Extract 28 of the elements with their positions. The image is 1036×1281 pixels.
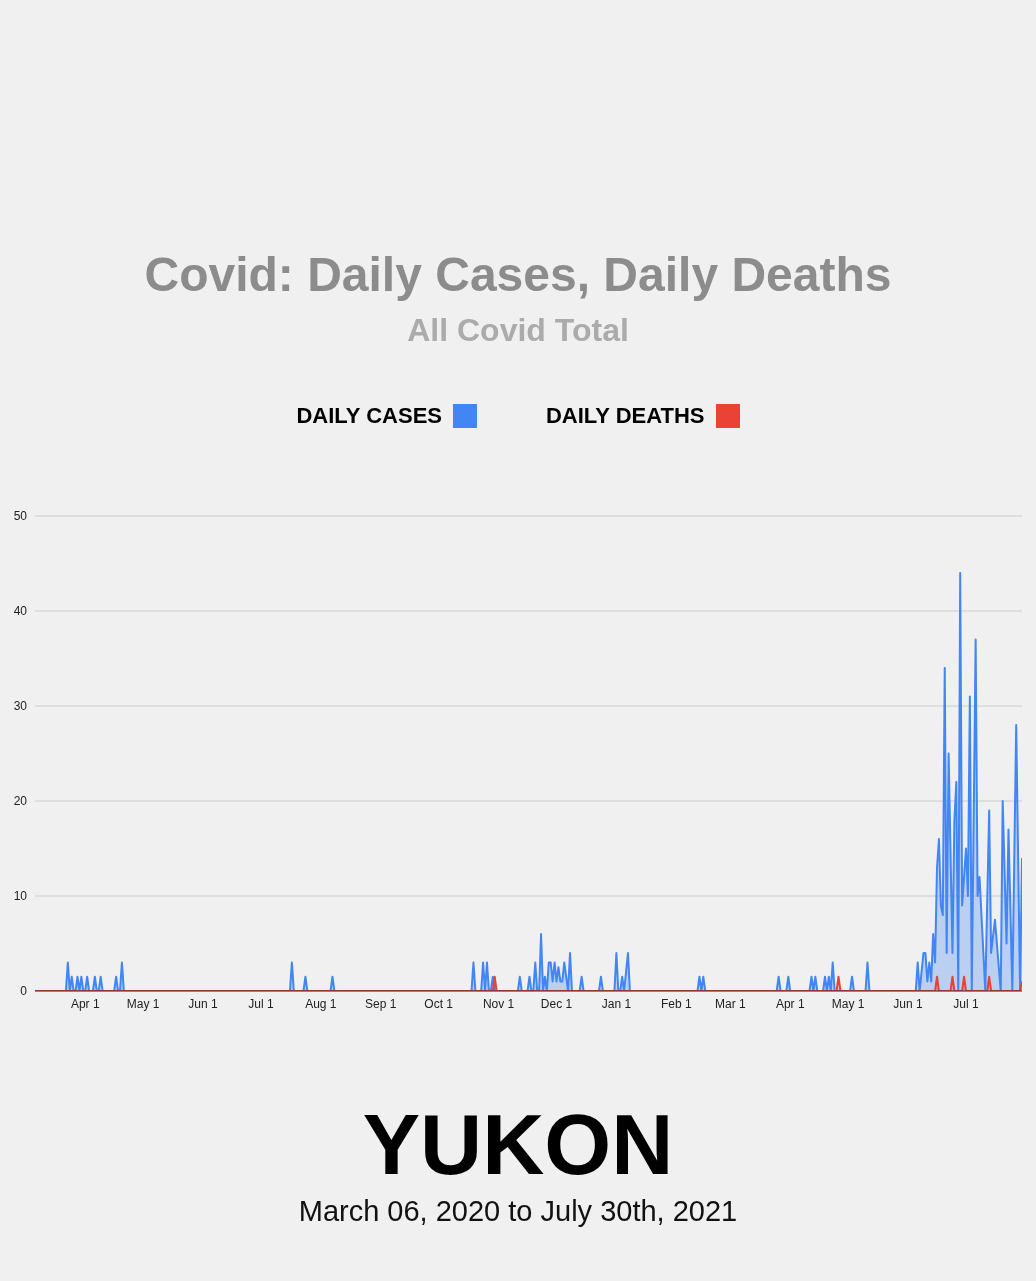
x-tick-label: Jul 1 <box>953 996 979 1011</box>
x-tick-label: Nov 1 <box>482 996 515 1011</box>
x-tick-label: Sep 1 <box>365 996 397 1011</box>
x-tick-label: Apr 1 <box>70 996 100 1011</box>
x-tick-label: Mar 1 <box>715 996 746 1011</box>
text: March 06, 2020 to July 30th, 2021 <box>297 1195 739 1229</box>
legend-label: DAILY DEATHS <box>545 403 705 429</box>
y-tick-label: 30 <box>13 699 28 714</box>
x-tick-label: May 1 <box>831 996 865 1011</box>
chart-title: Covid: Daily Cases, Daily Deaths <box>143 247 893 303</box>
y-tick-label: 20 <box>13 794 28 809</box>
x-tick-label: Jul 1 <box>248 996 274 1011</box>
x-tick-label: Jun 1 <box>188 996 219 1011</box>
x-tick-label: Jun 1 <box>893 996 924 1011</box>
y-tick-label: 50 <box>13 509 28 524</box>
x-tick-label: May 1 <box>126 996 160 1011</box>
x-tick-label: Oct 1 <box>424 996 454 1011</box>
x-tick-label: Apr 1 <box>775 996 805 1011</box>
chart-subtitle: All Covid Total <box>406 311 630 349</box>
x-tick-label: Jan 1 <box>601 996 632 1011</box>
y-tick-label: 40 <box>13 604 28 619</box>
x-tick-label: Feb 1 <box>660 996 692 1011</box>
legend-label: DAILY CASES <box>296 403 442 429</box>
text: YUKON <box>361 1095 675 1194</box>
x-tick-label: Dec 1 <box>540 996 573 1011</box>
y-tick-label: 0 <box>20 984 28 999</box>
y-tick-label: 10 <box>13 889 28 904</box>
x-tick-label: Aug 1 <box>305 996 337 1011</box>
